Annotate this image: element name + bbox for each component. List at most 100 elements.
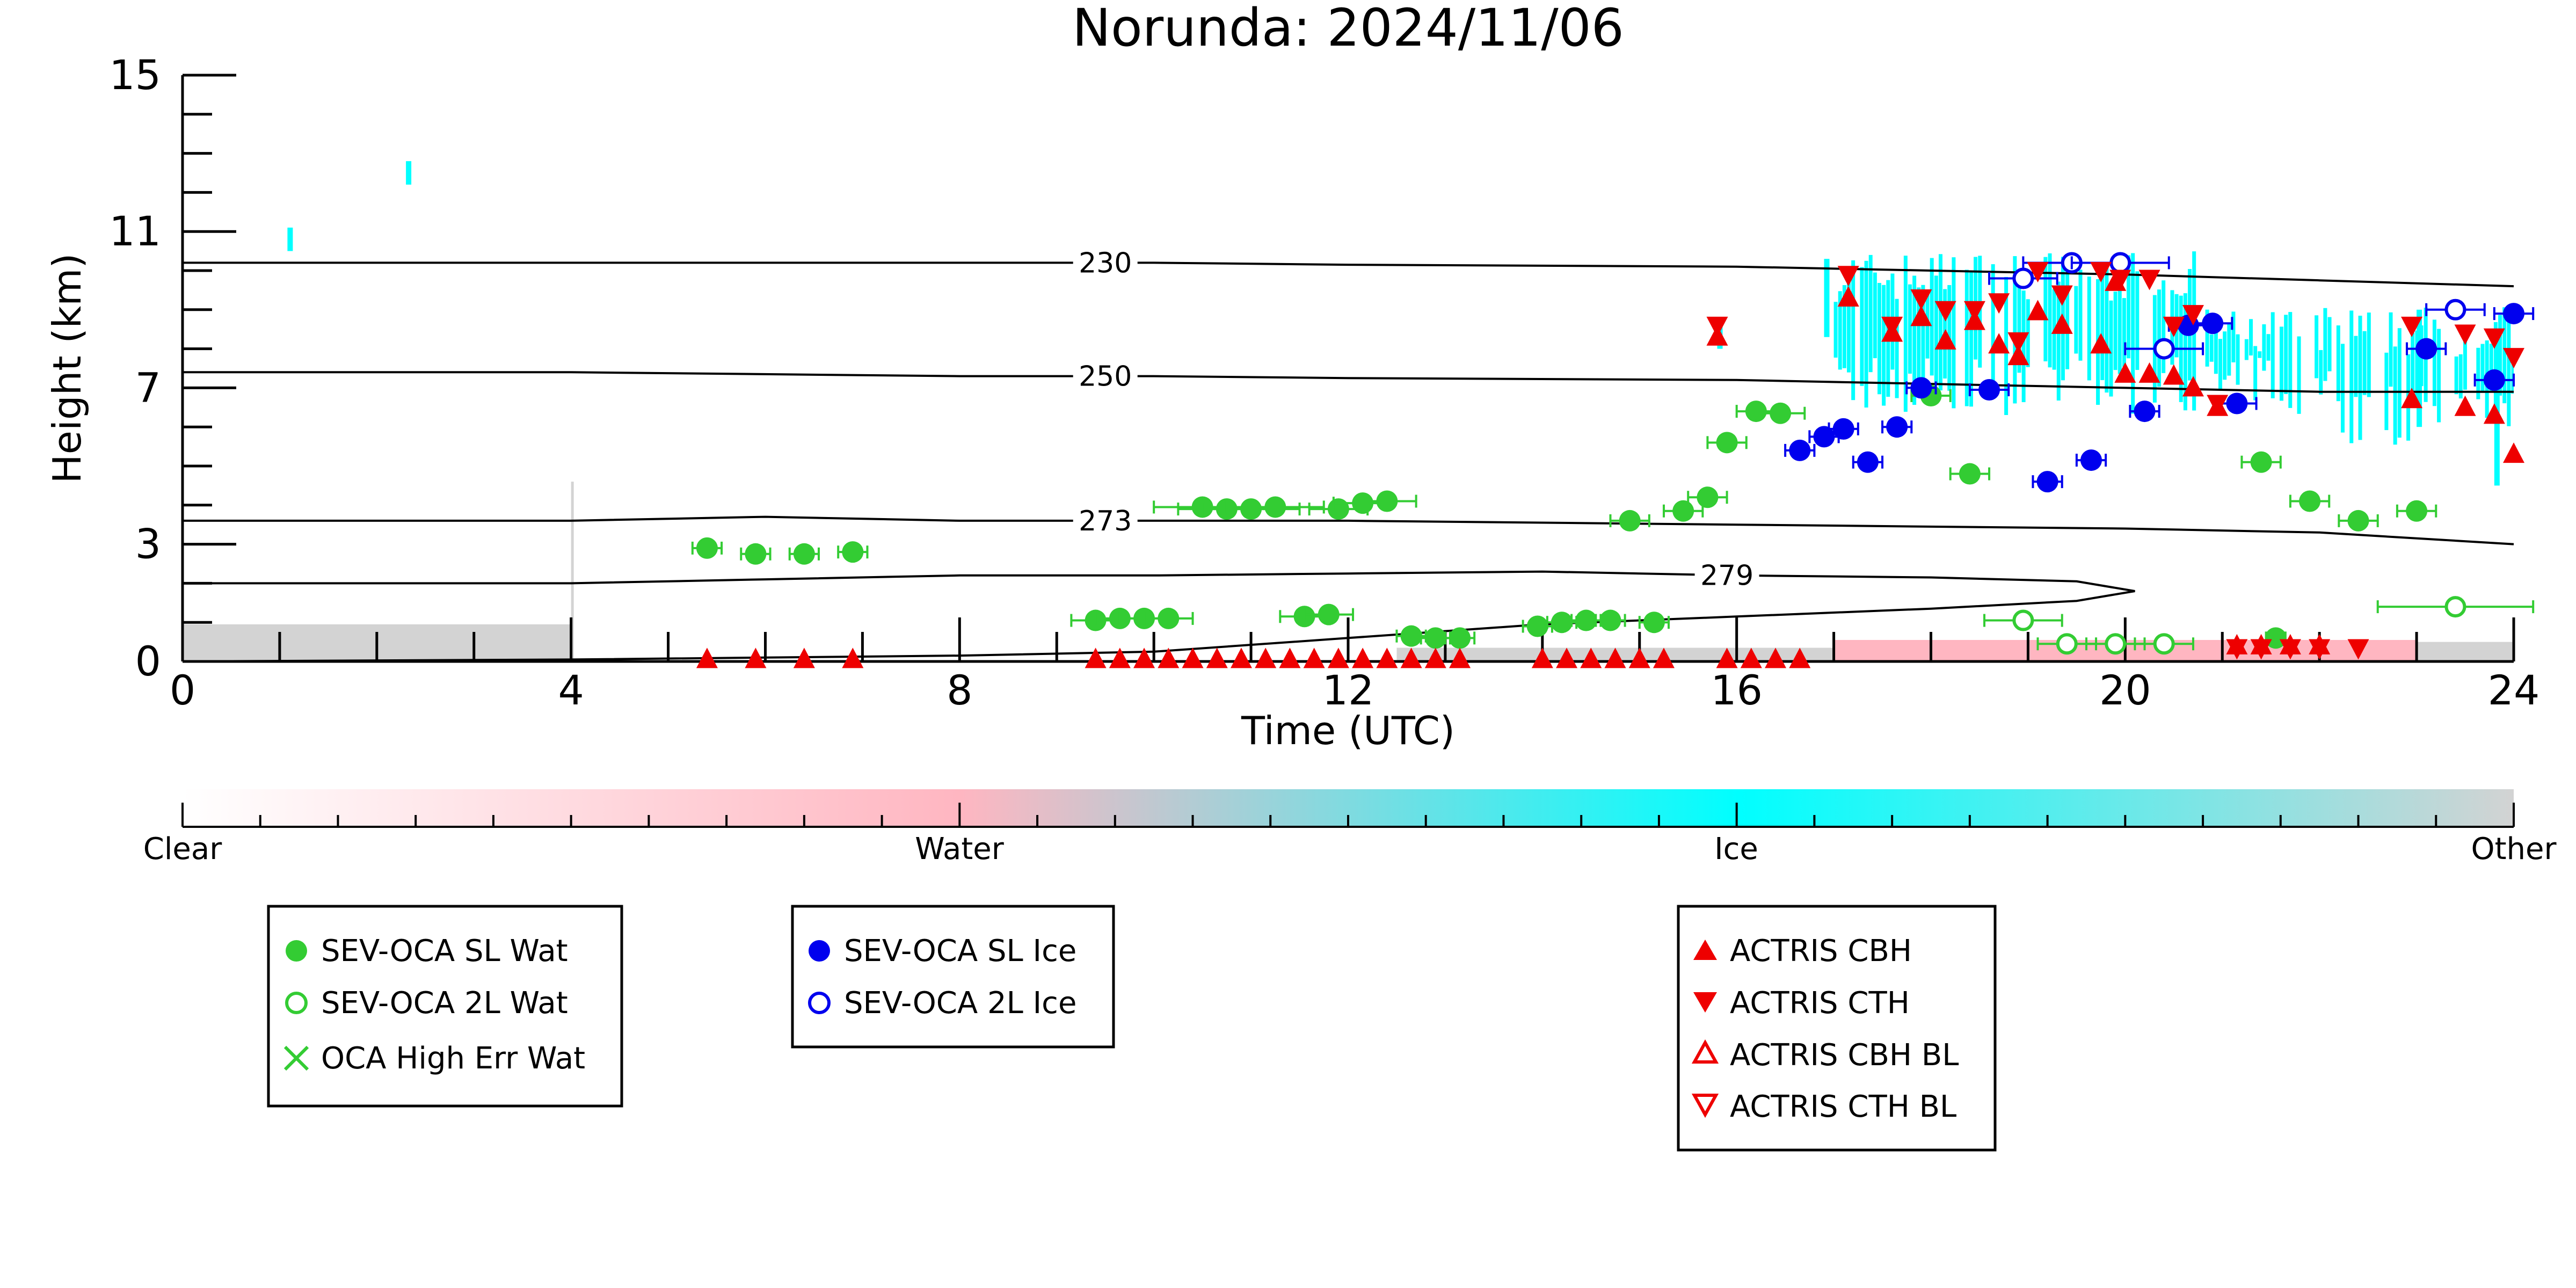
data-point xyxy=(1376,490,1398,512)
legend-box xyxy=(791,905,1115,1049)
ice-streak xyxy=(2236,334,2240,385)
ice-streak xyxy=(2437,329,2441,423)
data-point xyxy=(2051,285,2073,306)
ice-streak xyxy=(2227,323,2231,376)
ice-streak xyxy=(2056,281,2061,401)
ice-streak xyxy=(2327,317,2332,372)
data-point xyxy=(2138,362,2160,383)
data-point xyxy=(793,543,815,565)
ice-streak xyxy=(1851,260,1855,401)
data-point xyxy=(1963,301,1985,322)
contour-230 xyxy=(183,261,2514,288)
data-point xyxy=(1789,439,1811,461)
data-point xyxy=(2182,376,2204,397)
other-surface-region xyxy=(2417,642,2514,661)
data-point xyxy=(1327,498,1349,520)
data-point xyxy=(2080,449,2102,471)
data-point xyxy=(1449,627,1471,649)
data-point xyxy=(745,543,767,565)
ice-streak xyxy=(2253,346,2258,401)
ice-streak xyxy=(2323,308,2327,381)
contour-250 xyxy=(183,371,2514,393)
data-point xyxy=(1133,647,1155,668)
data-point xyxy=(1910,377,1932,399)
ice-streak xyxy=(1921,285,1925,382)
data-point xyxy=(1109,647,1131,668)
ice-streak xyxy=(2358,316,2362,440)
legend-ice: SEV-OCA SL Ice SEV-OCA 2L Ice xyxy=(791,905,1115,1049)
legend-box xyxy=(267,905,623,1108)
ice-streak xyxy=(1873,272,1877,359)
ice-streak xyxy=(2271,312,2275,398)
ice-streak xyxy=(2480,344,2485,393)
data-point xyxy=(2226,639,2248,660)
data-point xyxy=(2027,262,2049,282)
ice-streak xyxy=(2266,334,2271,361)
ice-streak xyxy=(2458,354,2463,399)
colorbar-ticks xyxy=(181,803,2515,827)
ice-streak xyxy=(2127,255,2131,359)
ice-streak xyxy=(2262,324,2266,371)
data-point xyxy=(2415,338,2437,360)
ice-streak xyxy=(2004,276,2009,416)
y-tick-label: 0 xyxy=(135,637,161,685)
data-point xyxy=(1400,647,1422,668)
ice-streak xyxy=(1847,274,1851,373)
ice-streak xyxy=(2223,331,2227,380)
data-point xyxy=(1934,301,1956,322)
data-point xyxy=(1857,451,1879,473)
other-vertical-streak xyxy=(571,482,574,661)
ice-streak xyxy=(2463,336,2467,390)
ice-streak xyxy=(2109,300,2113,397)
data-point xyxy=(1264,496,1286,518)
ice-streak xyxy=(2218,339,2223,390)
ice-streak xyxy=(2454,356,2458,395)
data-point xyxy=(2401,388,2423,409)
ice-streak xyxy=(287,227,293,251)
ice-streak xyxy=(2065,270,2070,369)
ice-streak xyxy=(1877,283,1881,395)
ice-streak xyxy=(2393,346,2397,445)
colorbar: Clear Water Ice Other xyxy=(143,789,2557,867)
data-point xyxy=(2265,627,2287,649)
data-point xyxy=(1327,647,1349,668)
data-point xyxy=(2007,332,2029,353)
data-point xyxy=(1182,647,1204,668)
ice-streak xyxy=(1930,258,1934,376)
colorbar-label-clear: Clear xyxy=(143,832,222,867)
data-point xyxy=(2114,362,2136,383)
data-point xyxy=(2090,333,2112,354)
data-point xyxy=(2279,639,2301,660)
ice-streak xyxy=(2021,290,2026,403)
legend-label-2l-wat: SEV-OCA 2L Wat xyxy=(321,986,568,1021)
data-point xyxy=(2483,403,2505,424)
ice-streak xyxy=(1868,254,1873,373)
contour-label: 273 xyxy=(1079,505,1132,537)
ice-streak xyxy=(1882,285,1886,406)
legend-label-sl-ice: SEV-OCA SL Ice xyxy=(844,934,1076,969)
ice-streak xyxy=(2078,270,2083,361)
data-point xyxy=(1716,647,1738,668)
ice-streak xyxy=(1912,275,1917,405)
data-point xyxy=(2207,395,2229,416)
x-tick-label: 8 xyxy=(947,666,972,714)
legend-label-cbh-bl: ACTRIS CBH BL xyxy=(1730,1038,1959,1073)
colorbar-label-water: Water xyxy=(915,832,1005,867)
ice-streak xyxy=(2511,348,2514,394)
ice-streak xyxy=(2105,263,2109,393)
ice-streak xyxy=(2183,293,2187,411)
data-point xyxy=(2226,392,2248,414)
ice-streak xyxy=(2415,330,2419,403)
ice-streak xyxy=(2013,256,2017,404)
ice-streak xyxy=(1895,299,1899,398)
data-point xyxy=(1158,647,1180,668)
contour-label: 279 xyxy=(1700,559,1753,592)
ice-streak xyxy=(2157,289,2162,387)
ice-streak xyxy=(1903,256,1908,412)
ice-streak xyxy=(1938,254,1942,391)
data-point xyxy=(1643,612,1665,634)
ice-streak xyxy=(1833,302,1838,358)
legend-marker-high-err-wat xyxy=(283,1045,309,1071)
data-point xyxy=(1240,498,1262,520)
